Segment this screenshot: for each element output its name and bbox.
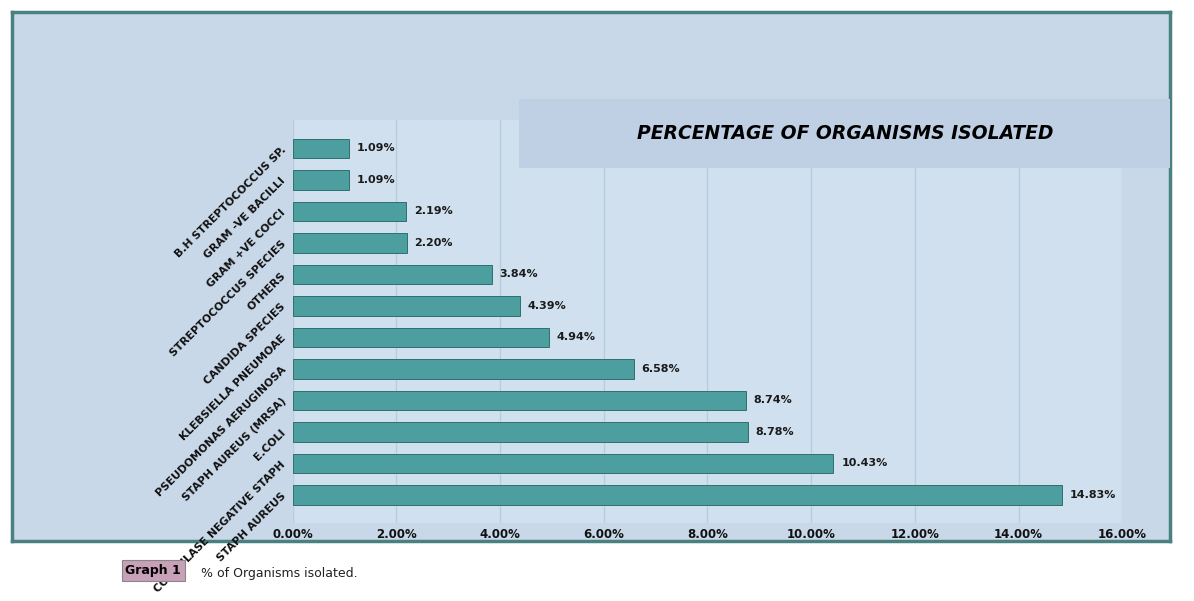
Bar — [293, 264, 492, 284]
Text: 1.09%: 1.09% — [357, 175, 395, 185]
Bar — [293, 233, 407, 252]
Text: % of Organisms isolated.: % of Organisms isolated. — [201, 567, 357, 581]
Bar — [293, 391, 746, 410]
Bar — [293, 422, 747, 442]
Bar — [293, 296, 521, 316]
Text: 14.83%: 14.83% — [1070, 490, 1116, 500]
Text: 2.20%: 2.20% — [414, 238, 453, 248]
Text: 2.19%: 2.19% — [414, 206, 453, 216]
Bar — [293, 359, 634, 379]
Bar — [293, 138, 349, 158]
Text: 10.43%: 10.43% — [842, 459, 887, 468]
Bar — [293, 328, 549, 347]
Bar — [293, 485, 1061, 505]
Text: 3.84%: 3.84% — [499, 269, 538, 279]
Text: 6.58%: 6.58% — [641, 364, 681, 374]
Text: 8.78%: 8.78% — [756, 427, 794, 437]
Text: 4.39%: 4.39% — [528, 300, 567, 311]
Bar — [293, 454, 833, 473]
Bar — [293, 170, 349, 189]
Text: 1.09%: 1.09% — [357, 143, 395, 153]
Text: PERCENTAGE OF ORGANISMS ISOLATED: PERCENTAGE OF ORGANISMS ISOLATED — [636, 124, 1053, 143]
Bar — [293, 201, 406, 221]
Text: 8.74%: 8.74% — [753, 395, 793, 405]
Text: 4.94%: 4.94% — [556, 332, 596, 343]
Text: Graph 1: Graph 1 — [125, 564, 181, 577]
